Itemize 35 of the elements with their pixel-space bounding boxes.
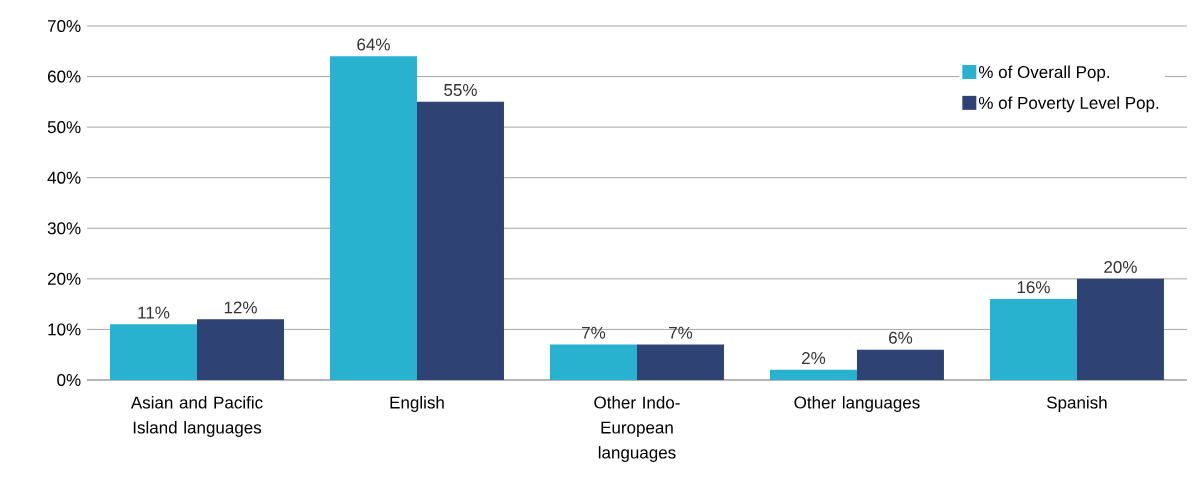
bar	[416, 101, 504, 380]
y-tick-label: 20%	[47, 272, 81, 285]
data-label: 64%	[357, 38, 390, 51]
y-tick-label: 10%	[48, 323, 81, 336]
y-tick-label: 70%	[48, 19, 81, 33]
bar	[989, 299, 1077, 380]
y-tick-label: 30%	[47, 222, 81, 235]
bar	[549, 344, 637, 380]
y-tick-label: 0%	[57, 373, 81, 387]
bar	[197, 319, 284, 380]
x-tick-label: English	[390, 396, 444, 412]
data-label: 2%	[802, 352, 826, 364]
bar	[110, 324, 197, 380]
x-tick-label: Other languages	[794, 396, 920, 412]
bar	[1076, 278, 1164, 380]
x-tick-label: Other Indo-European languages	[594, 396, 680, 462]
data-label: 55%	[444, 84, 477, 96]
bar	[769, 369, 857, 380]
legend-label: % of Overall Pop.	[978, 65, 1110, 82]
y-tick-label: 50%	[47, 121, 81, 134]
data-label: 7%	[582, 326, 606, 339]
data-label: 11%	[138, 306, 170, 319]
x-tick-label: Spanish	[1046, 396, 1107, 412]
bar	[856, 349, 944, 380]
data-label: 16%	[1017, 281, 1050, 294]
data-label: 6%	[889, 331, 913, 344]
data-label: 20%	[1104, 260, 1137, 273]
y-tick-label: 60%	[47, 70, 81, 83]
data-label: 12%	[224, 301, 257, 314]
bar	[636, 344, 724, 380]
x-tick-label: Asian and Pacific Island languages	[130, 396, 263, 437]
legend-label: % of Poverty Level Pop.	[978, 96, 1159, 113]
y-tick-label: 40%	[47, 171, 81, 184]
data-label: 7%	[669, 326, 693, 339]
bar	[329, 56, 417, 380]
